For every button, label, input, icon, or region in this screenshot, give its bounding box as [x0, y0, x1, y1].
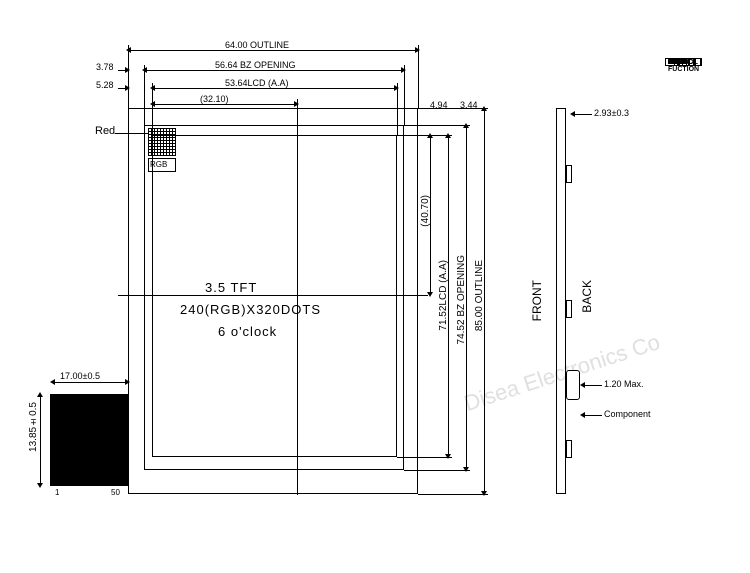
component-label: Component	[604, 409, 651, 419]
tab-3	[566, 440, 572, 458]
dim-thickness-label: 2.93±0.3	[594, 108, 629, 118]
fpc-pin1: 1	[55, 488, 59, 497]
dim-outline-w	[128, 50, 418, 51]
dim-left1-label: 3.78	[96, 62, 114, 72]
dim-outline-w-label: 64.00 OUTLINE	[225, 40, 289, 50]
fpc-connector	[50, 394, 128, 486]
center-line3: 6 o'clock	[218, 324, 277, 339]
fpc-pin50: 50	[111, 488, 120, 497]
dim-bz-h-label: 74.52 BZ OPENING	[456, 255, 467, 344]
side-view-outline	[556, 108, 566, 494]
technical-drawing: Disea Electronics Co 64.00 OUTLINE 56.64…	[0, 0, 750, 573]
back-label: BACK	[580, 280, 594, 313]
dim-tab-label: 1.20 Max.	[604, 379, 644, 389]
dim-half-w-label: (32.10)	[200, 94, 229, 104]
dim-fpc-w-label: 17.00±0.5	[60, 371, 100, 381]
dim-fpc-h-label: 13.85±0.5	[28, 402, 39, 452]
red-label: Red	[95, 125, 115, 137]
dim-outline-h-label: 85.00 OUTLINE	[474, 260, 485, 331]
center-line1: 3.5 TFT	[205, 280, 257, 295]
tab-1	[566, 165, 572, 183]
tab-2	[566, 300, 572, 318]
dim-aa-w	[152, 88, 397, 89]
center-line2: 240(RGB)X320DOTS	[180, 302, 321, 317]
active-area	[152, 135, 397, 457]
front-label: FRONT	[530, 280, 544, 321]
dim-bz-w	[144, 70, 404, 71]
dim-left2-label: 5.28	[96, 80, 114, 90]
pixel-grid-icon	[148, 128, 176, 156]
dim-half-w	[152, 104, 297, 105]
rgb-label: RGB	[150, 160, 167, 169]
dim-aa-w-label: 53.64LCD (A.A)	[225, 78, 289, 88]
dim-bz-w-label: 56.64 BZ OPENING	[215, 60, 296, 70]
dim-half-h-label: (40.70)	[420, 195, 431, 227]
dim-aa-h-label: 71.52LCD (A.A)	[438, 260, 449, 331]
